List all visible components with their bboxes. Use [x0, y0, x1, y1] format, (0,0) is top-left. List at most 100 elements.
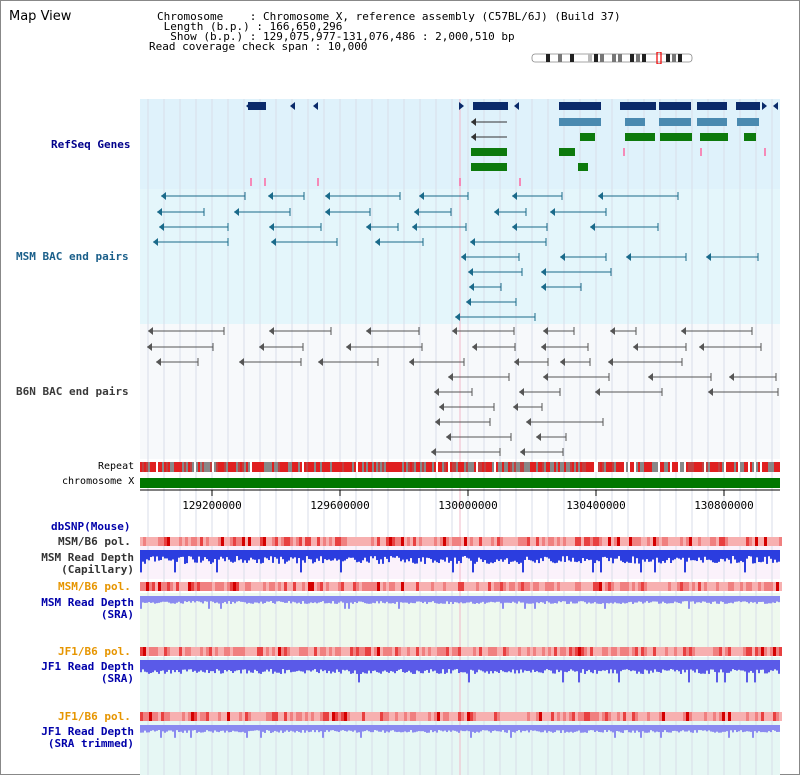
repeat-segment	[376, 462, 378, 472]
depth-bar	[216, 596, 218, 603]
pol-cell	[707, 582, 710, 591]
depth-bar	[720, 660, 722, 670]
pol-cell	[227, 647, 230, 656]
depth-bar	[214, 550, 216, 560]
pol-cell	[545, 712, 548, 721]
pol-cell	[365, 582, 368, 591]
pol-cell	[188, 647, 191, 656]
depth-bar	[742, 660, 744, 671]
gene-strand-arrow	[514, 102, 519, 110]
depth-bar	[566, 660, 568, 673]
repeat-segment	[216, 462, 218, 472]
repeat-segment	[546, 462, 548, 472]
depth-bar	[188, 596, 190, 602]
pol-cell	[590, 537, 593, 546]
pol-cell	[662, 712, 665, 721]
depth-bar	[492, 660, 494, 674]
depth-bar	[456, 725, 458, 732]
depth-bar	[294, 550, 296, 558]
depth-bar	[478, 660, 480, 670]
depth-bar	[742, 596, 744, 602]
depth-bar	[548, 596, 550, 603]
chromosome-ideogram[interactable]	[528, 52, 698, 64]
pol-cell	[704, 712, 707, 721]
depth-bar	[388, 596, 390, 604]
depth-bar	[334, 550, 336, 559]
depth-bar	[462, 660, 464, 673]
pol-cell	[653, 537, 656, 546]
depth-bar	[714, 550, 716, 563]
bac-end	[414, 208, 419, 216]
depth-bar	[450, 660, 452, 674]
depth-bar	[476, 596, 478, 604]
depth-bar	[356, 660, 358, 674]
depth-bar	[330, 660, 332, 674]
depth-bar	[732, 725, 734, 733]
pol-cell	[470, 582, 473, 591]
pol-cell	[170, 647, 173, 656]
pol-cell	[725, 537, 728, 546]
pol-cell	[353, 582, 356, 591]
bac-end	[681, 327, 686, 335]
depth-bar	[392, 550, 394, 558]
depth-bar	[424, 725, 426, 732]
pol-cell	[650, 582, 653, 591]
pol-cell	[356, 712, 359, 721]
pol-cell	[290, 712, 293, 721]
depth-bar	[292, 725, 294, 732]
depth-bar	[156, 660, 158, 673]
depth-bar	[364, 725, 366, 732]
pol-cell	[485, 647, 488, 656]
depth-bar	[600, 596, 602, 604]
repeat-segment	[544, 462, 546, 472]
pol-cell	[254, 582, 257, 591]
gene-strand-arrow	[773, 102, 778, 110]
pol-cell	[644, 537, 647, 546]
pol-cell	[650, 537, 653, 546]
pol-cell	[683, 647, 686, 656]
repeat-segment	[344, 462, 346, 472]
pol-cell	[677, 582, 680, 591]
depth-bar	[628, 725, 630, 733]
depth-bar	[216, 660, 218, 670]
depth-bar	[300, 725, 302, 733]
depth-bar	[168, 550, 170, 561]
depth-bar	[748, 596, 750, 604]
pol-cell	[395, 647, 398, 656]
depth-bar	[438, 725, 440, 731]
pol-cell	[692, 537, 695, 546]
depth-bar	[584, 550, 586, 561]
depth-bar	[772, 550, 774, 563]
pol-cell	[428, 712, 431, 721]
depth-bar	[564, 725, 566, 733]
depth-bar	[146, 660, 148, 673]
bac-end	[541, 343, 546, 351]
pol-cell	[230, 647, 233, 656]
depth-bar	[748, 550, 750, 557]
pol-cell	[176, 537, 179, 546]
depth-bar	[730, 725, 732, 731]
pol-cell	[662, 537, 665, 546]
pol-cell	[779, 647, 782, 656]
depth-bar	[736, 596, 738, 602]
pol-cell	[686, 647, 689, 656]
pol-cell	[479, 647, 482, 656]
depth-bar	[412, 596, 414, 604]
pol-cell	[191, 647, 194, 656]
depth-bar	[174, 550, 176, 573]
gene-exon	[473, 102, 508, 110]
repeat-segment	[314, 462, 316, 472]
depth-bar	[212, 660, 214, 672]
track-label-refseq: RefSeq Genes	[51, 138, 131, 151]
depth-bar	[208, 660, 210, 674]
pol-cell	[530, 712, 533, 721]
pol-cell	[173, 647, 176, 656]
repeat-segment	[670, 462, 672, 472]
depth-bar	[238, 550, 240, 561]
depth-bar	[650, 660, 652, 671]
repeat-segment	[594, 462, 596, 472]
pol-cell	[257, 712, 260, 721]
pol-cell	[773, 582, 776, 591]
depth-bar	[482, 725, 484, 731]
